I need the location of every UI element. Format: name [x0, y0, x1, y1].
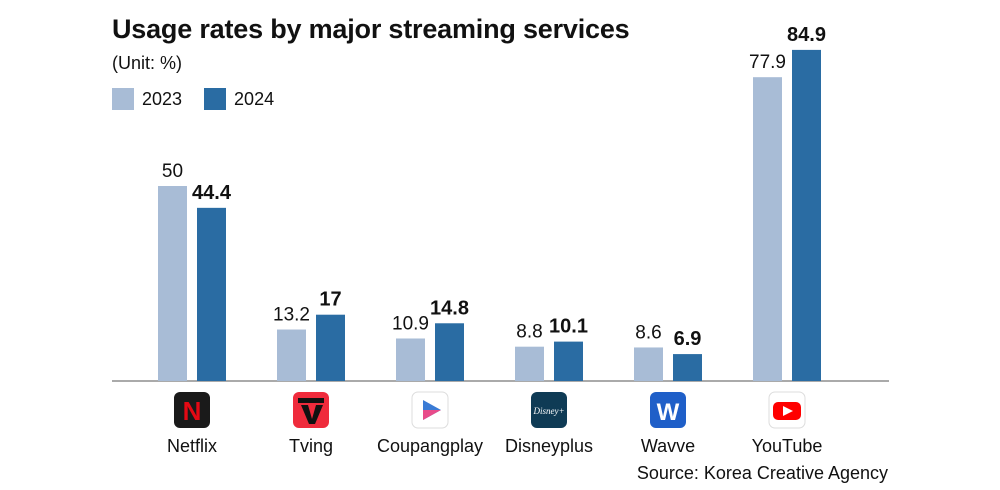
- legend-label-2023: 2023: [142, 88, 183, 109]
- category-label-wavve: Wavve: [641, 436, 695, 456]
- legend-swatch-2023: [112, 88, 134, 110]
- legend: 2023 2024: [112, 88, 296, 110]
- disneyplus-logo-icon-tile: [531, 392, 567, 428]
- disneyplus-logo-icon: Disney+: [531, 392, 567, 428]
- legend-item-2024: 2024: [204, 88, 274, 110]
- wavve-logo-icon: W: [650, 392, 686, 428]
- data-label-2023-youtube: 77.9: [749, 52, 786, 73]
- youtube-logo-icon: [768, 391, 806, 429]
- coupangplay-logo-icon: [411, 391, 449, 429]
- category-label-netflix: Netflix: [167, 436, 217, 456]
- bar-2024-disneyplus: [554, 341, 583, 381]
- chart-title: Usage rates by major streaming services: [112, 14, 630, 44]
- netflix-logo-icon: N: [174, 392, 210, 428]
- data-label-2024-coupangplay: 14.8: [430, 297, 469, 319]
- netflix-logo-icon-tile: [174, 392, 210, 428]
- tving-bar-icon: [298, 398, 324, 403]
- bar-2024-tving: [316, 314, 345, 381]
- bar-2023-youtube: [753, 77, 782, 381]
- bar-2024-youtube: [792, 49, 821, 381]
- category-label-tving: Tving: [289, 436, 333, 456]
- data-label-2024-tving: 17: [319, 289, 341, 311]
- data-label-2024-youtube: 84.9: [787, 24, 826, 46]
- bar-2023-disneyplus: [515, 346, 544, 381]
- bar-2023-wavve: [634, 347, 663, 381]
- source-note: Source: Korea Creative Agency: [636, 463, 888, 483]
- legend-swatch-2024: [204, 88, 227, 110]
- legend-item-2023: 2023: [112, 88, 182, 110]
- bar-2024-coupangplay: [435, 323, 464, 381]
- data-label-2023-disneyplus: 8.8: [516, 322, 542, 343]
- bar-2023-netflix: [158, 186, 187, 381]
- data-label-2024-disneyplus: 10.1: [549, 316, 588, 338]
- netflix-glyph-icon: N: [183, 396, 202, 426]
- data-label-2023-tving: 13.2: [273, 305, 310, 326]
- wavve-logo-icon-tile: [650, 392, 686, 428]
- bar-2024-wavve: [673, 354, 702, 381]
- youtube-play-triangle-icon: [783, 406, 793, 416]
- data-label-2023-wavve: 8.6: [635, 322, 661, 343]
- data-label-2023-netflix: 50: [162, 161, 183, 182]
- bar-2024-netflix: [197, 207, 226, 381]
- legend-label-2024: 2024: [234, 88, 275, 109]
- category-label-coupangplay: Coupangplay: [377, 436, 483, 456]
- wavve-glyph-icon: W: [657, 399, 680, 426]
- category-label-disneyplus: Disneyplus: [505, 436, 593, 456]
- unit-label: (Unit: %): [112, 53, 183, 73]
- data-label-2024-wavve: 6.9: [674, 328, 702, 350]
- data-label-2023-coupangplay: 10.9: [392, 313, 429, 334]
- disneyplus-glyph-icon: Disney+: [532, 406, 564, 416]
- tving-v-icon: [301, 405, 323, 424]
- bar-2023-tving: [277, 329, 306, 381]
- category-label-youtube: YouTube: [752, 436, 823, 456]
- data-label-2024-netflix: 44.4: [192, 182, 232, 204]
- bar-2023-coupangplay: [396, 338, 425, 381]
- tving-logo-icon: [293, 392, 329, 428]
- coupang-play-accent-icon: [423, 410, 441, 420]
